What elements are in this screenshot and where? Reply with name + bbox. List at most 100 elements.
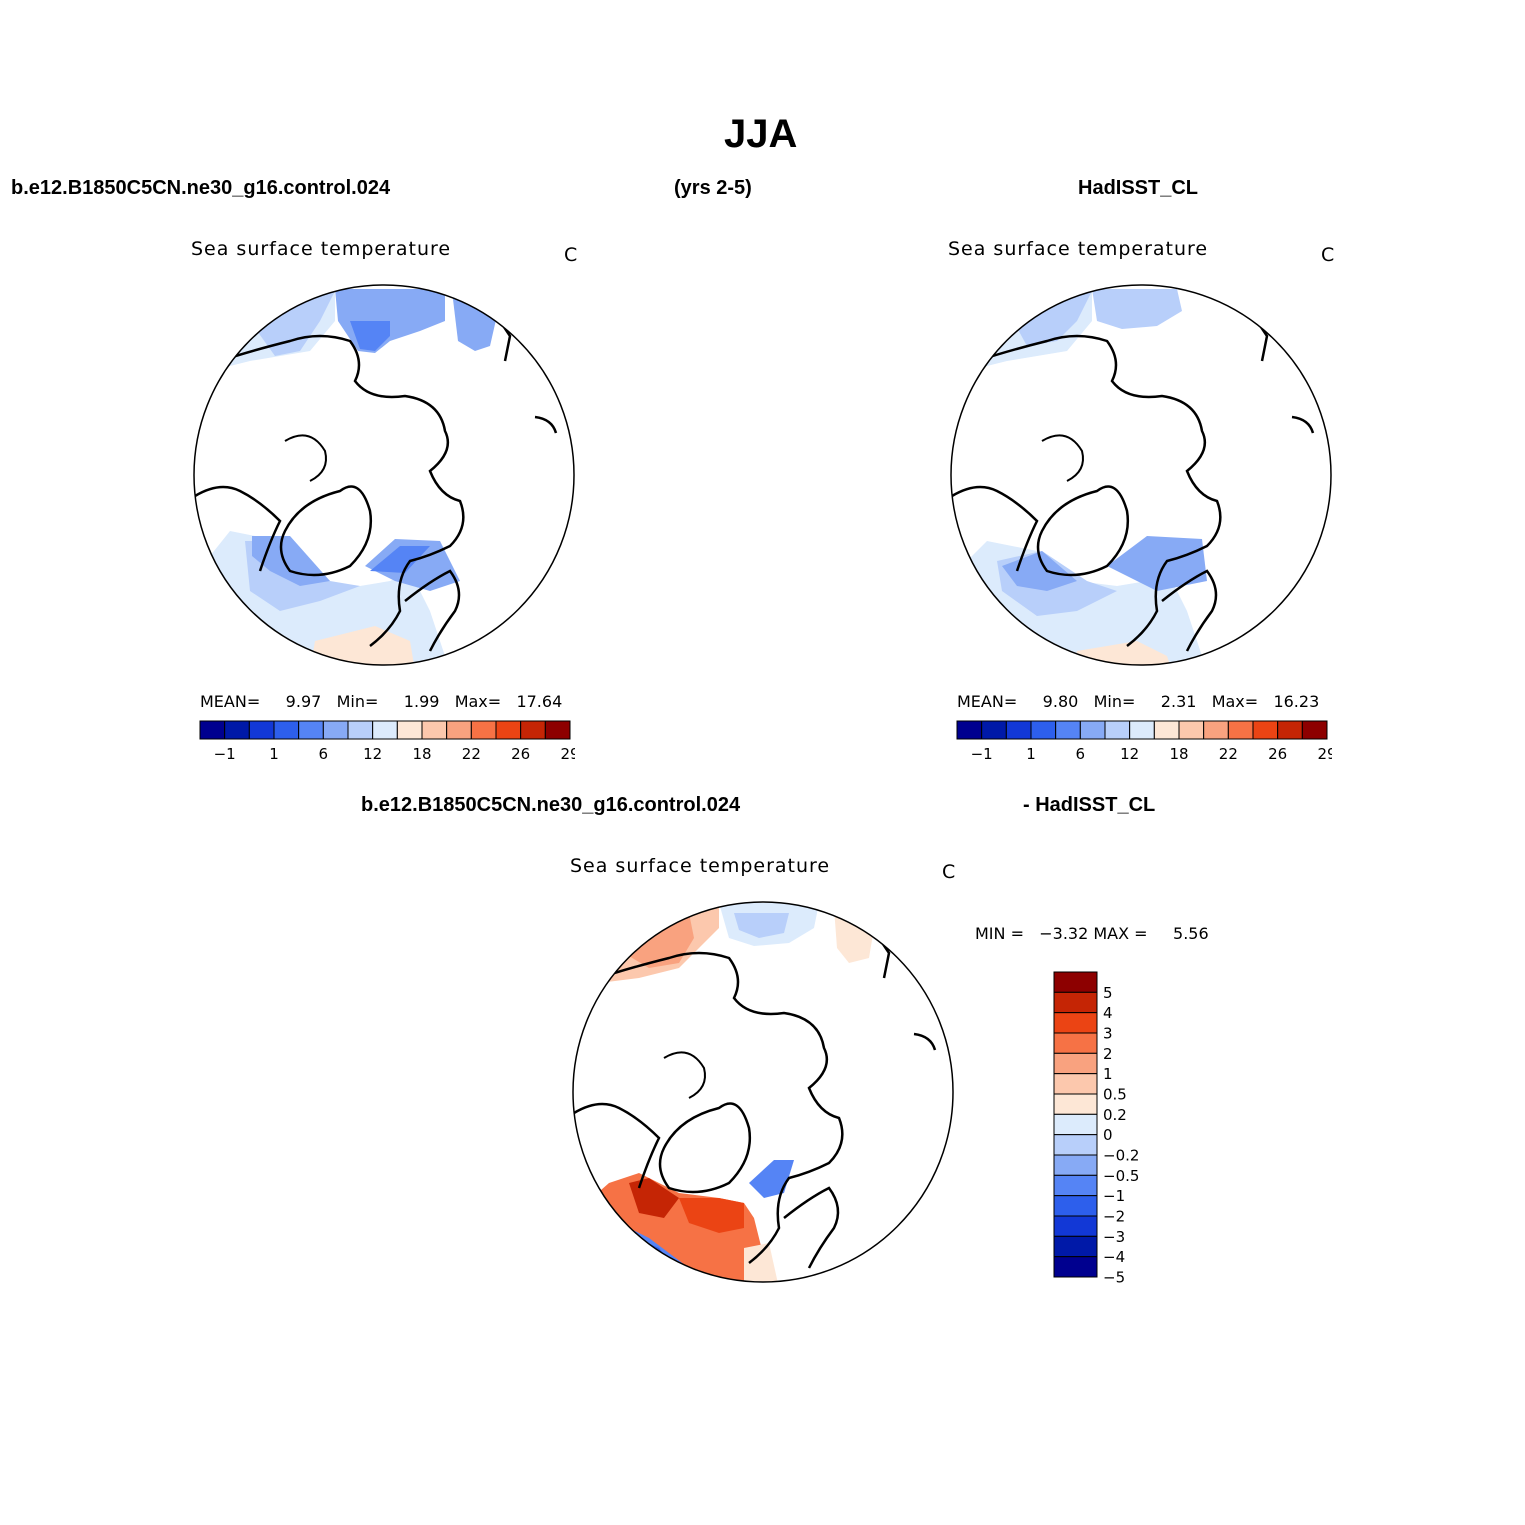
- obs-colorbar-swatch: [1129, 720, 1155, 740]
- obs-colorbar-tick-label: −1: [971, 745, 993, 763]
- model-colorbar-swatch: [421, 720, 448, 740]
- diff-coast-alaska: [867, 922, 891, 979]
- diff-max-label: MAX =: [1093, 924, 1148, 943]
- model-polar-map: [193, 284, 575, 666]
- diff-colorbar-swatch: [1053, 1256, 1098, 1278]
- model-sst-okhotsk-core: [350, 321, 390, 351]
- obs-colorbar-swatch: [981, 720, 1007, 740]
- obs-coast-alaska: [1245, 305, 1269, 362]
- diff-colorbar: 5 4 3 2 1 0.5 0.2 0 −0.2 −0.5 −1 −2 −3 −4 −5: [1053, 971, 1139, 1285]
- diff-colorbar-swatch: [1053, 1012, 1098, 1034]
- obs-colorbar-swatch: [1203, 720, 1229, 740]
- obs-max-value: 16.23: [1273, 692, 1320, 711]
- obs-name: HadISST_CL: [1078, 177, 1199, 199]
- diff-variable-title: Sea surface temperature: [570, 855, 831, 877]
- obs-sst-nordic: [1107, 536, 1207, 591]
- model-stats: MEAN= 9.97 Min= 1.99 Max= 17.64: [200, 692, 562, 711]
- model-colorbar-tick-label: 12: [363, 745, 382, 763]
- model-sst-labrador: [252, 536, 330, 586]
- diff-sst-atlantic-hot: [679, 1198, 744, 1233]
- diff-units: C: [942, 861, 957, 883]
- model-colorbar-swatch: [248, 720, 275, 740]
- obs-colorbar-tick-label: 6: [1076, 745, 1086, 763]
- diff-small-arc: [913, 1032, 937, 1051]
- years-label: (yrs 2-5): [674, 177, 752, 199]
- obs-max-label: Max=: [1211, 692, 1259, 711]
- model-colorbar-swatch: [372, 720, 398, 740]
- diff-colorbar-swatch: [1053, 1195, 1098, 1217]
- diff-colorbar-swatch: [1053, 1032, 1098, 1054]
- model-colorbar-tick-label: 18: [412, 745, 431, 763]
- model-max-value: 17.64: [516, 692, 563, 711]
- model-colorbar-swatch: [224, 720, 250, 740]
- diff-coast-europe: [783, 1186, 840, 1269]
- obs-coast-greenland: [1036, 485, 1130, 577]
- obs-colorbar-tick-label: 22: [1219, 745, 1238, 763]
- diff-colorbar-tick-label: 2: [1103, 1045, 1113, 1063]
- diff-coast-asia: [598, 951, 844, 1264]
- diff-sst-bering: [834, 908, 874, 963]
- obs-colorbar: −1 1 6 12 18 22 26 29: [956, 720, 1332, 763]
- model-colorbar-swatch: [495, 720, 522, 740]
- model-colorbar-tick-label: 6: [319, 745, 329, 763]
- diff-sst-warm-edge: [744, 1243, 779, 1282]
- obs-colorbar-tick-label: 1: [1026, 745, 1036, 763]
- model-colorbar-tick-label: 22: [462, 745, 481, 763]
- diff-colorbar-swatch: [1053, 971, 1098, 993]
- model-colorbar-swatch: [544, 720, 571, 740]
- obs-mean-value: 9.80: [1042, 692, 1079, 711]
- model-coast-alaska: [488, 305, 512, 362]
- model-mean-value: 9.97: [285, 692, 322, 711]
- obs-colorbar-swatch: [1227, 720, 1254, 740]
- model-min-label: Min=: [336, 692, 379, 711]
- diff-colorbar-tick-label: −1: [1103, 1187, 1125, 1205]
- figure-title: JJA: [724, 112, 798, 156]
- obs-colorbar-swatch: [1104, 720, 1131, 740]
- obs-coast-asia: [976, 334, 1222, 647]
- model-case-name: b.e12.B1850C5CN.ne30_g16.control.024: [11, 177, 391, 199]
- obs-colorbar-swatch: [1055, 720, 1081, 740]
- diff-max-value: 5.56: [1173, 924, 1209, 943]
- obs-coast-canada: [951, 485, 1039, 572]
- diff-polar-map: [572, 901, 954, 1283]
- obs-colorbar-swatch: [1005, 720, 1032, 740]
- obs-colorbar-swatch: [956, 720, 983, 740]
- model-colorbar-swatch: [446, 720, 472, 740]
- obs-colorbar-tick-label: 26: [1268, 745, 1287, 763]
- obs-colorbar-swatch: [1079, 720, 1106, 740]
- obs-variable-title: Sea surface temperature: [948, 238, 1209, 260]
- obs-coast-baffin: [1041, 434, 1084, 482]
- diff-coast-greenland: [658, 1102, 752, 1194]
- diff-colorbar-tick-label: −5: [1103, 1269, 1125, 1285]
- obs-colorbar-tick-label: 18: [1169, 745, 1188, 763]
- model-units: C: [564, 244, 579, 266]
- model-colorbar-swatch: [347, 720, 374, 740]
- model-min-value: 1.99: [403, 692, 440, 711]
- obs-colorbar-swatch: [1030, 720, 1057, 740]
- obs-small-arc: [1291, 415, 1315, 434]
- obs-colorbar-swatch: [1252, 720, 1279, 740]
- diff-colorbar-tick-label: 0.5: [1103, 1086, 1127, 1104]
- model-colorbar-swatch: [396, 720, 423, 740]
- diff-colorbar-tick-label: 0: [1103, 1126, 1113, 1144]
- diff-sst-okhotsk-mid: [734, 913, 789, 938]
- obs-colorbar-swatch: [1178, 720, 1205, 740]
- model-colorbar-swatch: [273, 720, 300, 740]
- model-mean-label: MEAN=: [200, 692, 261, 711]
- obs-colorbar-tick-label: 29: [1317, 745, 1332, 763]
- diff-colorbar-tick-label: −0.2: [1103, 1147, 1139, 1165]
- obs-units: C: [1321, 244, 1336, 266]
- model-coast-europe: [404, 569, 461, 652]
- model-colorbar-swatch: [199, 720, 226, 740]
- diff-colorbar-tick-label: 1: [1103, 1065, 1113, 1083]
- model-colorbar-tick-label: 26: [511, 745, 530, 763]
- obs-mean-label: MEAN=: [957, 692, 1018, 711]
- model-coast-asia: [219, 334, 465, 647]
- diff-colorbar-swatch: [1053, 1052, 1098, 1075]
- model-coast-baffin: [284, 434, 327, 482]
- model-small-arc: [534, 415, 558, 434]
- model-max-label: Max=: [454, 692, 502, 711]
- diff-colorbar-swatch: [1053, 991, 1098, 1014]
- obs-min-label: Min=: [1093, 692, 1136, 711]
- diff-colorbar-tick-label: −4: [1103, 1248, 1125, 1266]
